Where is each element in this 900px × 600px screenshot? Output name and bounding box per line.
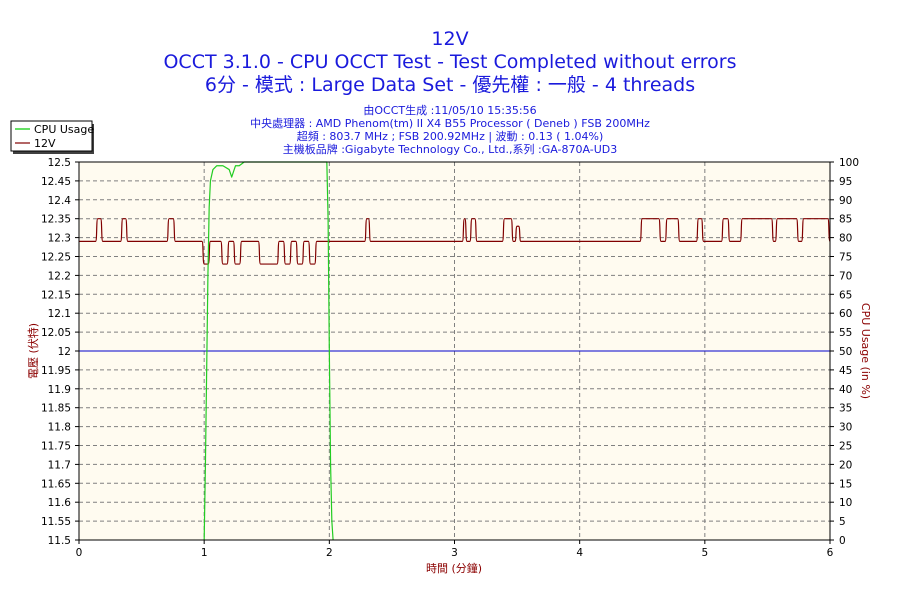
info-overclock: 超頻 : 803.7 MHz ; FSB 200.92MHz | 波動 : 0.…: [297, 129, 604, 143]
y-right-tick-label: 5: [839, 516, 846, 528]
series-line-cpu-usage: [203, 161, 334, 541]
y-left-tick-label: 11.9: [48, 384, 71, 396]
legend-box: [10, 120, 93, 152]
y-right-tick-label: 65: [839, 289, 852, 301]
y-right-tick-label: 10: [839, 497, 852, 509]
y-left-tick-label: 12.05: [41, 327, 71, 339]
y-right-tick-label: 35: [839, 403, 852, 415]
legend-label-cpu-usage: CPU Usage: [34, 123, 94, 136]
y-right-tick-label: 0: [839, 535, 846, 547]
y-left-tick-label: 11.85: [41, 403, 71, 415]
y-right-tick-label: 50: [839, 346, 852, 358]
x-tick-label: 3: [451, 547, 458, 559]
y-right-tick-label: 20: [839, 459, 852, 471]
x-tick-label: 6: [827, 547, 834, 559]
y-right-tick-label: 15: [839, 478, 852, 490]
y-left-tick-label: 12: [58, 346, 71, 358]
y-left-tick-label: 12.3: [48, 233, 71, 245]
y-right-tick-label: 40: [839, 384, 852, 396]
y-right-tick-label: 100: [839, 157, 859, 169]
y-right-tick-label: 30: [839, 422, 852, 434]
series-layer: [79, 161, 831, 541]
y-left-tick-label: 11.65: [41, 478, 71, 490]
y-left-tick-label: 11.7: [48, 459, 71, 471]
y-right-tick-label: 60: [839, 308, 852, 320]
info-cpu: 中央處理器 : AMD Phenom(tm) II X4 B55 Process…: [250, 116, 650, 130]
y-right-tick-label: 55: [839, 327, 852, 339]
chart-title: 12V: [431, 28, 468, 50]
y-right-tick-label: 70: [839, 270, 852, 282]
y-right-tick-label: 25: [839, 441, 852, 453]
y-right-tick-label: 75: [839, 252, 852, 264]
y-right-tick-label: 45: [839, 365, 852, 377]
x-axis-title: 時間 (分鐘): [426, 561, 482, 575]
y-left-tick-label: 11.75: [41, 441, 71, 453]
y-left-tick-label: 12.45: [41, 176, 71, 188]
y-left-tick-label: 12.4: [48, 195, 72, 207]
y-left-tick-label: 12.35: [41, 214, 71, 226]
y-right-tick-label: 85: [839, 214, 852, 226]
chart-subtitle-test: OCCT 3.1.0 - CPU OCCT Test - Test Comple…: [163, 51, 736, 73]
y-left-tick-label: 12.5: [48, 157, 71, 169]
y-left-tick-label: 12.25: [41, 252, 71, 264]
legend: CPU Usage 12V: [10, 120, 94, 154]
y-right-tick-label: 95: [839, 176, 852, 188]
series-line-12v: [79, 218, 831, 265]
y-left-tick-label: 11.95: [41, 365, 71, 377]
info-generated: 由OCCT生成 :11/05/10 15:35:56: [363, 103, 536, 117]
y-left-tick-label: 11.5: [48, 535, 71, 547]
y-left-tick-label: 11.8: [48, 422, 71, 434]
y-left-tick-label: 12.15: [41, 289, 71, 301]
y-left-tick-label: 11.55: [41, 516, 71, 528]
x-tick-label: 4: [576, 547, 583, 559]
x-tick-label: 5: [701, 547, 708, 559]
tick-labels: 0 1 2 3 4 5 612.512.4512.412.3512.312.2512.212…: [41, 157, 859, 559]
y-right-tick-label: 80: [839, 233, 852, 245]
y-left-tick-label: 12.1: [48, 308, 71, 320]
y-axis-right-title: CPU Usage (in %): [859, 303, 872, 399]
y-left-tick-label: 11.6: [48, 497, 72, 509]
y-axis-left-title: 電壓 (伏特): [26, 323, 40, 379]
info-motherboard: 主機板品牌 :Gigabyte Technology Co., Ltd.,系列 …: [283, 142, 618, 156]
x-tick-label: 2: [326, 547, 333, 559]
x-tick-label: 1: [201, 547, 208, 559]
chart-subtitle-mode: 6分 - 模式 : Large Data Set - 優先權 : 一般 - 4 …: [205, 74, 695, 96]
y-right-tick-label: 90: [839, 195, 852, 207]
y-left-tick-label: 12.2: [48, 270, 71, 282]
x-tick-label: 0: [76, 547, 83, 559]
legend-label-12v: 12V: [34, 137, 56, 150]
